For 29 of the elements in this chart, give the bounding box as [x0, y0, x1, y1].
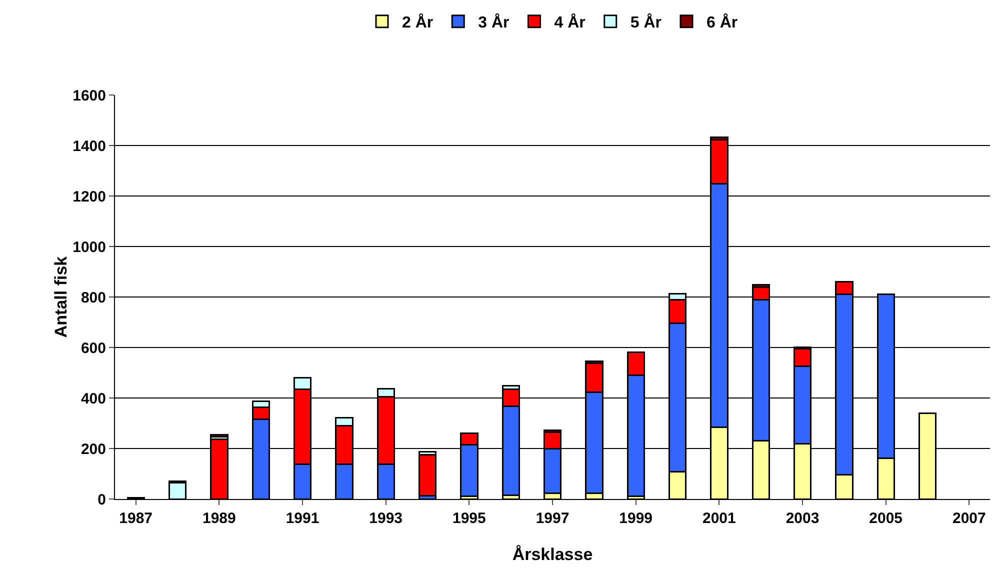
y-tick-label: 800 [80, 289, 106, 306]
x-tick-label: 1995 [452, 510, 486, 527]
bar [418, 454, 437, 497]
legend-label: 5 År [630, 12, 662, 32]
legend-label: 6 År [706, 12, 738, 32]
y-tick-label: 400 [80, 390, 106, 408]
x-tick-label: 1997 [536, 510, 570, 527]
y-tick-label: 600 [80, 340, 106, 357]
y-tick-label: 200 [80, 440, 106, 458]
bar [210, 434, 228, 438]
y-tick-label: 1400 [72, 138, 106, 155]
x-tick-label: 2001 [702, 510, 736, 527]
legend-label: 2 År [402, 12, 434, 32]
x-tick-label: 1993 [369, 510, 403, 527]
legend-label: 4 År [554, 12, 586, 32]
x-tick-label: 1991 [286, 510, 320, 527]
x-tick-label: 1999 [619, 510, 653, 527]
x-tick-label: 2007 [952, 510, 986, 527]
y-tick-label: 1200 [72, 188, 106, 206]
x-tick-label: 1989 [202, 510, 236, 527]
x-tick-label: 2005 [869, 510, 903, 527]
legend-label: 3 År [478, 12, 510, 32]
x-axis-title: Årsklasse [512, 545, 593, 564]
y-tick-label: 1000 [72, 238, 106, 256]
y-tick-label: 0 [98, 491, 106, 508]
y-axis-title: Antall fisk [52, 256, 71, 338]
y-tick-label: 1600 [72, 87, 106, 104]
x-tick-label: 1987 [119, 510, 153, 527]
x-tick-label: 2003 [786, 510, 820, 527]
